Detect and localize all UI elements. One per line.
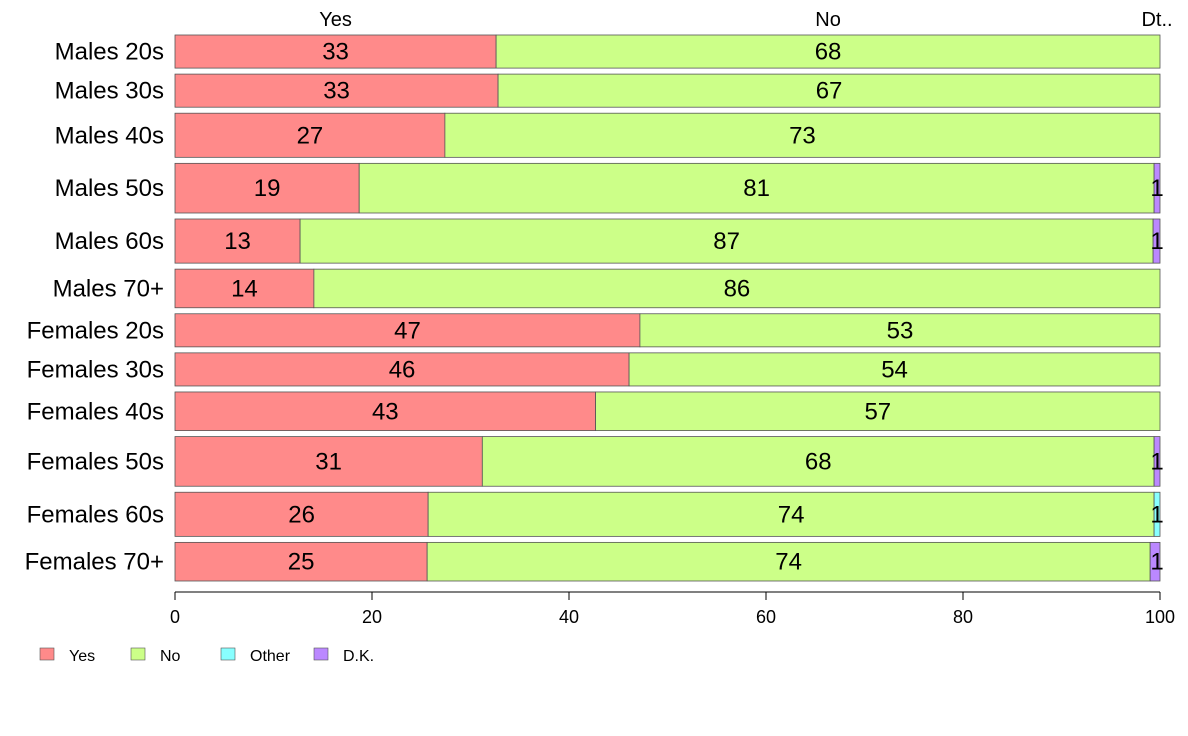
data-label: 26	[288, 501, 315, 528]
category-label: Females 20s	[27, 317, 164, 344]
legend-swatch	[39, 647, 55, 661]
bar-segment-no	[495, 34, 1161, 69]
data-label: 74	[775, 549, 802, 576]
legend-swatch	[313, 647, 329, 661]
x-tick-label: 60	[756, 607, 776, 627]
data-label: 57	[864, 398, 891, 425]
bar-segment-no	[481, 436, 1155, 487]
category-label: Females 50s	[27, 448, 164, 475]
data-label: 74	[778, 501, 805, 528]
legend-label: Other	[250, 648, 291, 665]
data-label: 13	[224, 228, 251, 255]
bar-segment-yes	[174, 313, 641, 348]
bar-segment-yes	[174, 112, 446, 158]
bar-segment-no	[595, 391, 1161, 431]
bar-segment-no	[313, 268, 1161, 309]
legend-label: No	[160, 648, 181, 665]
data-label: 68	[805, 448, 832, 475]
bar-segment-yes	[174, 391, 596, 431]
bar-segment-dk	[1152, 218, 1161, 264]
x-tick-label: 100	[1145, 607, 1175, 627]
category-label: Females 60s	[27, 501, 164, 528]
series-top-label: Dt..	[1141, 9, 1172, 31]
data-label: 31	[315, 448, 342, 475]
data-label: 47	[394, 317, 421, 344]
bar-segment-yes	[174, 218, 301, 264]
bar-segment-yes	[174, 34, 497, 69]
data-label: 86	[724, 275, 751, 302]
data-label: 87	[713, 228, 740, 255]
data-label: 67	[816, 78, 843, 105]
bar-segment-other	[1153, 491, 1161, 537]
data-label: 1	[1150, 448, 1163, 475]
bar-segment-no	[358, 162, 1155, 214]
bar-segment-dk	[1149, 541, 1161, 582]
category-label: Females 40s	[27, 398, 164, 425]
bar-segment-no	[299, 218, 1154, 264]
bar-segment-no	[497, 73, 1161, 108]
data-label: 19	[254, 175, 281, 202]
data-label: 1	[1150, 228, 1163, 255]
data-label: 33	[323, 78, 350, 105]
category-label: Males 60s	[55, 228, 164, 255]
bar-segment-yes	[174, 162, 360, 214]
category-label: Males 40s	[55, 122, 164, 149]
data-label: 53	[887, 317, 914, 344]
category-label: Males 30s	[55, 78, 164, 105]
data-label: 46	[389, 356, 416, 383]
bar-segment-no	[444, 112, 1161, 158]
data-label: 81	[743, 175, 770, 202]
bar-segment-no	[639, 313, 1161, 348]
data-label: 68	[815, 39, 842, 66]
legend-label: D.K.	[343, 648, 374, 665]
legend-swatch	[220, 647, 236, 661]
data-label: 1	[1150, 501, 1163, 528]
data-label: 54	[881, 356, 908, 383]
data-label: 1	[1150, 175, 1163, 202]
data-label: 27	[297, 122, 324, 149]
bar-segment-yes	[174, 268, 315, 309]
category-label: Females 30s	[27, 356, 164, 383]
bar-segment-dk	[1153, 436, 1161, 487]
bar-segment-yes	[174, 73, 499, 108]
series-top-label: No	[815, 9, 841, 31]
bar-segment-dk	[1153, 162, 1161, 214]
bar-segment-no	[628, 352, 1161, 387]
data-label: 43	[372, 398, 399, 425]
data-label: 25	[288, 549, 315, 576]
series-top-label: Yes	[319, 9, 352, 31]
bar-segment-yes	[174, 541, 428, 582]
category-label: Males 70+	[53, 275, 164, 302]
bar-segment-no	[426, 541, 1151, 582]
x-tick-label: 80	[953, 607, 973, 627]
x-tick-label: 40	[559, 607, 579, 627]
x-tick-label: 20	[362, 607, 382, 627]
data-label: 14	[231, 275, 258, 302]
bar-segment-yes	[174, 436, 483, 487]
x-tick-label: 0	[170, 607, 180, 627]
category-label: Females 70+	[25, 549, 164, 576]
bar-segment-yes	[174, 352, 630, 387]
data-label: 73	[789, 122, 816, 149]
data-label: 1	[1150, 549, 1163, 576]
data-label: 33	[322, 39, 349, 66]
category-label: Males 50s	[55, 175, 164, 202]
legend-label: Yes	[69, 648, 95, 665]
bar-segment-yes	[174, 491, 429, 537]
category-label: Males 20s	[55, 39, 164, 66]
legend-swatch	[130, 647, 146, 661]
bar-segment-no	[427, 491, 1155, 537]
